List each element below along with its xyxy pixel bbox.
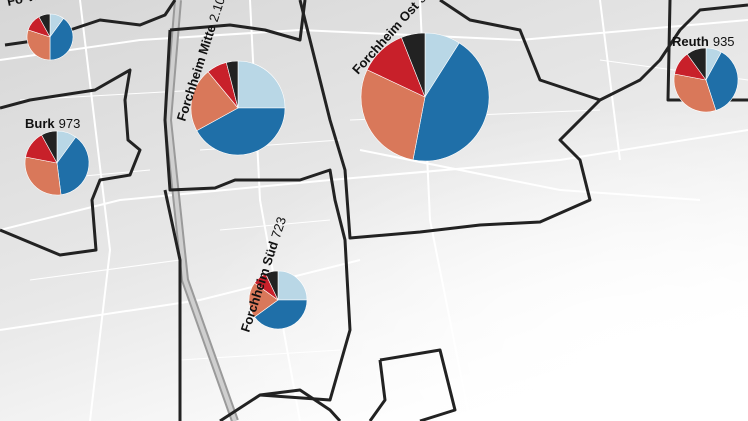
pie-slice xyxy=(56,136,90,196)
district-count: 723 xyxy=(268,215,289,240)
pie-slice xyxy=(49,17,74,61)
pie-slice xyxy=(225,60,239,109)
pie-slice xyxy=(41,130,58,164)
pie-slice xyxy=(24,156,62,196)
district-name: Reuth xyxy=(672,34,709,49)
pie-slice xyxy=(237,60,286,109)
pie-slice xyxy=(277,270,308,301)
pie-slice xyxy=(196,107,286,156)
pie-slice xyxy=(401,32,426,98)
pie-slice xyxy=(190,71,239,132)
pie-slice xyxy=(360,69,426,161)
pie-slice xyxy=(673,73,717,113)
district-label: Reuth 935 xyxy=(672,34,735,49)
pie-slice xyxy=(38,13,51,38)
district-label: Burk 973 xyxy=(25,116,80,131)
district-count: 973 xyxy=(59,116,81,131)
pie-slice xyxy=(412,42,490,162)
pies: Fo-West517Burk973Forchheim Mitte2.106For… xyxy=(6,0,739,334)
pie-slice xyxy=(265,270,279,301)
district-count: 935 xyxy=(713,34,735,49)
pie-slice xyxy=(248,282,279,318)
district-name: Burk xyxy=(25,116,55,131)
pie-slice xyxy=(705,51,739,111)
pie-slice xyxy=(686,47,707,81)
pie-slice xyxy=(254,299,308,330)
pie-slice xyxy=(26,29,51,61)
